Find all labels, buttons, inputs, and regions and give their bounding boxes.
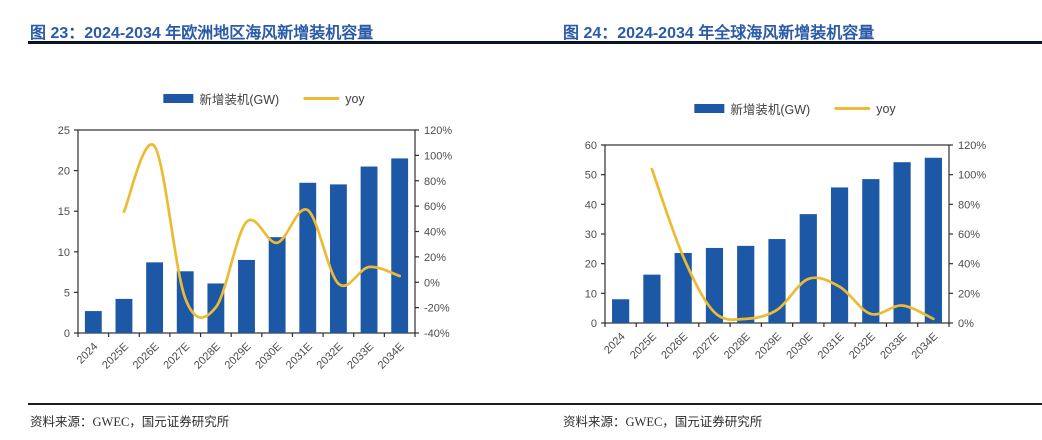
bar-2026E xyxy=(146,262,164,333)
right-axis-tick-label: 80% xyxy=(424,176,446,188)
x-axis-label-2029E: 2029E xyxy=(223,341,254,372)
x-axis-label-2028E: 2028E xyxy=(192,341,223,372)
right-axis-tick-label: 100% xyxy=(958,170,986,182)
x-axis-label-2032E: 2032E xyxy=(315,341,346,372)
x-axis-label-2034E: 2034E xyxy=(910,331,941,362)
right-axis-tick-label: 120% xyxy=(424,125,452,137)
legend-label: yoy xyxy=(345,91,365,106)
bar-2032E xyxy=(862,179,880,323)
combo-chart-europe: 0 5 10 15 20 25 -40% -20% 0% 20% 40% 60% 80% 100% 120%… xyxy=(58,125,453,372)
x-axis-label-2032E: 2032E xyxy=(847,331,878,362)
bar-2032E xyxy=(329,184,347,333)
x-axis-label-2024: 2024 xyxy=(602,331,628,357)
left-axis-tick-label: 40 xyxy=(585,199,597,211)
legend-label: 新增装机(GW) xyxy=(730,103,811,117)
bar-2033E xyxy=(360,166,378,333)
right-axis-tick-label: 120% xyxy=(958,140,986,152)
left-axis-tick-label: 25 xyxy=(58,125,70,137)
source-divider xyxy=(28,403,1042,405)
x-axis-label-2027E: 2027E xyxy=(161,341,192,372)
right-axis-tick-label: 0% xyxy=(424,277,440,289)
source-note-left: 资料来源：GWEC，国元证券研究所 xyxy=(30,415,230,429)
right-axis-tick-label: 40% xyxy=(958,259,980,271)
left-axis-tick-label: 20 xyxy=(585,259,597,271)
chart-legend-right: 新增装机(GW) yoy xyxy=(694,99,896,118)
bar-2024 xyxy=(612,299,630,323)
right-axis-tick-label: 60% xyxy=(958,229,980,241)
chart-legend-left: 新增装机(GW) yoy xyxy=(163,89,365,108)
figure-24-title: 图 24：2024-2034 年全球海风新增装机容量 xyxy=(563,25,875,42)
x-axis-label-2031E: 2031E xyxy=(284,341,315,372)
bar-series-swatch-icon xyxy=(163,94,194,103)
line-series-swatch-icon xyxy=(834,106,871,111)
bar-2033E xyxy=(893,162,911,323)
bar-2031E xyxy=(299,182,317,333)
x-axis-label-2027E: 2027E xyxy=(691,331,722,362)
x-axis-label-2033E: 2033E xyxy=(345,341,376,372)
right-axis-tick-label: 60% xyxy=(424,201,446,213)
legend-label: yoy xyxy=(876,101,896,116)
right-axis-tick-label: 100% xyxy=(424,150,452,162)
legend-item-bar-series: 新增装机(GW) xyxy=(694,99,810,118)
x-axis-label-2031E: 2031E xyxy=(816,331,847,362)
bar-2028E xyxy=(737,245,755,323)
figure-23-title: 图 23：2024-2034 年欧洲地区海风新增装机容量 xyxy=(30,25,374,42)
left-axis-tick-label: 20 xyxy=(58,166,70,178)
left-axis-tick-label: 0 xyxy=(591,318,597,330)
yoy-line xyxy=(650,167,935,322)
left-axis-tick-label: 60 xyxy=(585,140,597,152)
yoy-line xyxy=(122,143,402,319)
bar-2030E xyxy=(799,214,817,323)
legend-item-line-series: yoy xyxy=(303,91,365,106)
x-axis-label-2029E: 2029E xyxy=(753,331,784,362)
x-axis-label-2026E: 2026E xyxy=(131,341,162,372)
x-axis-label-2033E: 2033E xyxy=(878,331,909,362)
bar-2025E xyxy=(115,298,133,333)
x-axis-label-2028E: 2028E xyxy=(722,331,753,362)
legend-label: 新增装机(GW) xyxy=(199,93,280,107)
left-axis-tick-label: 15 xyxy=(58,206,70,218)
bar-2025E xyxy=(643,274,661,323)
left-axis-tick-label: 10 xyxy=(58,247,70,259)
right-axis-tick-label: 80% xyxy=(958,199,980,211)
left-axis-tick-label: 0 xyxy=(64,328,70,340)
right-axis-tick-label: -40% xyxy=(424,328,450,340)
right-axis-tick-label: -20% xyxy=(424,303,450,315)
bar-2024 xyxy=(84,311,102,333)
x-axis-label-2030E: 2030E xyxy=(784,331,815,362)
bar-2027E xyxy=(705,247,724,323)
right-axis-tick-label: 0% xyxy=(958,318,974,330)
x-axis-label-2026E: 2026E xyxy=(659,331,690,362)
source-note-right: 资料来源：GWEC，国元证券研究所 xyxy=(563,415,763,429)
bar-2026E xyxy=(674,252,692,323)
legend-item-bar-series: 新增装机(GW) xyxy=(163,89,279,108)
bar-2034E xyxy=(924,157,942,323)
title-underline xyxy=(28,41,1042,44)
left-axis-tick-label: 10 xyxy=(585,288,597,300)
left-axis-tick-label: 50 xyxy=(585,170,597,182)
bar-series-swatch-icon xyxy=(694,104,725,113)
bar-2034E xyxy=(391,158,409,333)
left-axis-tick-label: 30 xyxy=(585,229,597,241)
right-axis-tick-label: 40% xyxy=(424,227,446,239)
bar-2029E xyxy=(238,259,255,333)
line-series-swatch-icon xyxy=(303,96,340,101)
right-axis-tick-label: 20% xyxy=(424,252,446,264)
bar-2030E xyxy=(268,237,286,333)
x-axis-label-2034E: 2034E xyxy=(376,341,407,372)
left-axis-tick-label: 5 xyxy=(64,287,70,299)
x-axis-label-2030E: 2030E xyxy=(253,341,284,372)
right-axis-tick-label: 20% xyxy=(958,288,980,300)
bar-2031E xyxy=(830,187,849,323)
x-axis-label-2025E: 2025E xyxy=(100,341,131,372)
bar-2029E xyxy=(768,239,786,323)
x-axis-label-2025E: 2025E xyxy=(628,331,659,362)
legend-item-line-series: yoy xyxy=(834,101,896,116)
x-axis-label-2024: 2024 xyxy=(75,341,101,367)
